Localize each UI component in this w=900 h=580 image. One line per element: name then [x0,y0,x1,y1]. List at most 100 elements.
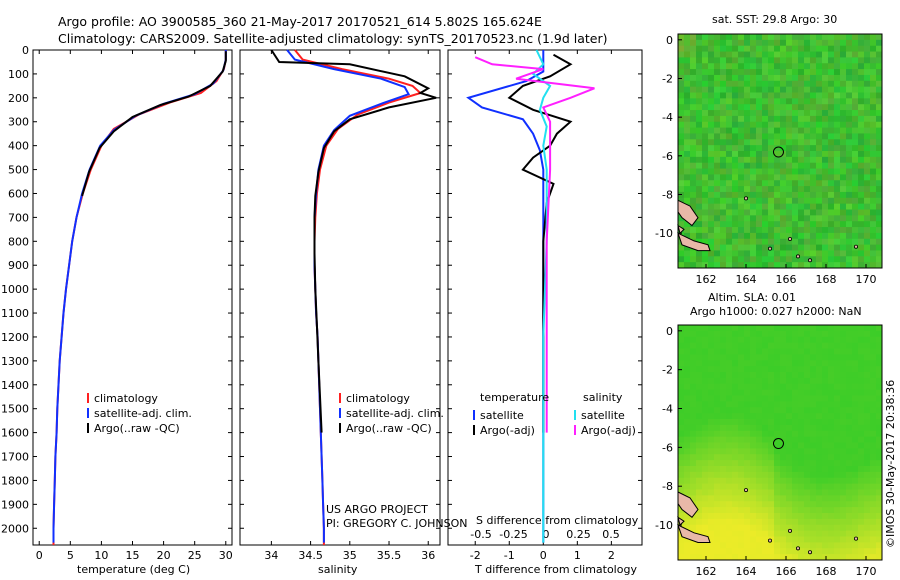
map-cell [684,348,691,355]
map-cell [768,133,775,140]
map-cell [690,524,697,532]
map-cell [816,330,823,338]
map-cell [840,168,847,175]
map-cell [762,389,769,397]
map-y-tick-label: 0 [666,34,673,47]
map-cell [858,232,865,240]
map-cell [876,507,883,514]
map-cell [684,39,691,47]
map-cell [750,92,757,99]
map-cell [870,57,877,64]
map-cell [864,156,871,164]
map-cell [708,413,715,420]
map-cell [870,127,877,134]
map-cell [708,524,715,532]
map-cell [822,256,829,263]
map-cell [702,518,709,526]
map-cell [720,156,727,164]
map-cell [744,256,751,263]
map-cell [756,162,763,170]
map-cell [732,256,739,263]
map-cell [720,507,727,514]
map-cell [858,442,865,449]
depth-tick-label: 400 [8,140,29,153]
map-cell [822,133,829,140]
map-cell [786,336,793,344]
map-cell [756,104,763,111]
map-cell [798,110,805,117]
map-cell [816,383,823,391]
map-cell [852,554,859,561]
map-cell [870,442,877,449]
map-cell [864,548,871,555]
map-cell [690,389,697,397]
map-cell [726,395,733,402]
map-cell [870,203,877,210]
map-cell [750,377,757,385]
map-cell [702,127,709,134]
map-cell [798,115,805,123]
map-cell [870,232,877,240]
map-cell [744,518,751,526]
map-cell [696,466,703,473]
map-cell [750,86,757,93]
map-cell [876,191,883,199]
map-cell [822,203,829,210]
map-cell [840,507,847,514]
map-cell [858,45,865,53]
map-cell [702,489,709,496]
map-cell [876,215,883,222]
map-cell [714,221,721,228]
map-cell [714,209,721,216]
map-cell [750,330,757,338]
map-cell [732,354,739,361]
map-cell [810,215,817,222]
map-cell [732,554,739,561]
sst-map-title: sat. SST: 29.8 Argo: 30 [712,13,837,26]
map-cell [696,436,703,444]
map-cell [876,98,883,105]
map-cell [822,262,829,269]
map-cell [798,342,805,350]
map-cell [684,227,691,234]
profile-panel-salinity: 34 34.5 35 35.5 36climatologysatellite-adj. … [239,49,444,562]
map-cell [696,377,703,385]
map-cell [792,45,799,53]
map-cell [768,442,775,449]
map-cell [810,342,817,350]
map-cell [858,518,865,526]
map-cell [834,419,841,426]
map-cell [864,221,871,228]
map-cell [714,448,721,455]
imos-timestamp: ©IMOS 30-May-2017 20:38:36 [884,380,897,548]
map-cell [726,156,733,164]
map-cell [810,180,817,187]
map-cell [792,389,799,397]
map-cell [810,548,817,555]
map-cell [834,45,841,53]
map-cell [798,232,805,240]
sla-map: 162 164 166 168 1700-2-4-6-8-10 [655,324,883,578]
map-cell [702,413,709,420]
map-cell [798,483,805,491]
map-cell [876,348,883,355]
map-cell [804,524,811,532]
map-cell [738,244,745,251]
map-cell [852,174,859,181]
map-cell [792,366,799,373]
map-cell [756,336,763,344]
map-cell [732,395,739,402]
map-cell [822,209,829,216]
map-cell [816,489,823,496]
map-cell [780,348,787,355]
map-cell [792,548,799,555]
map-cell [696,407,703,414]
map-cell [822,360,829,367]
map-cell [714,424,721,432]
map-cell [714,436,721,444]
map-cell [708,180,715,187]
map-cell [720,366,727,373]
map-cell [792,430,799,438]
map-cell [678,430,685,438]
map-cell [798,501,805,508]
